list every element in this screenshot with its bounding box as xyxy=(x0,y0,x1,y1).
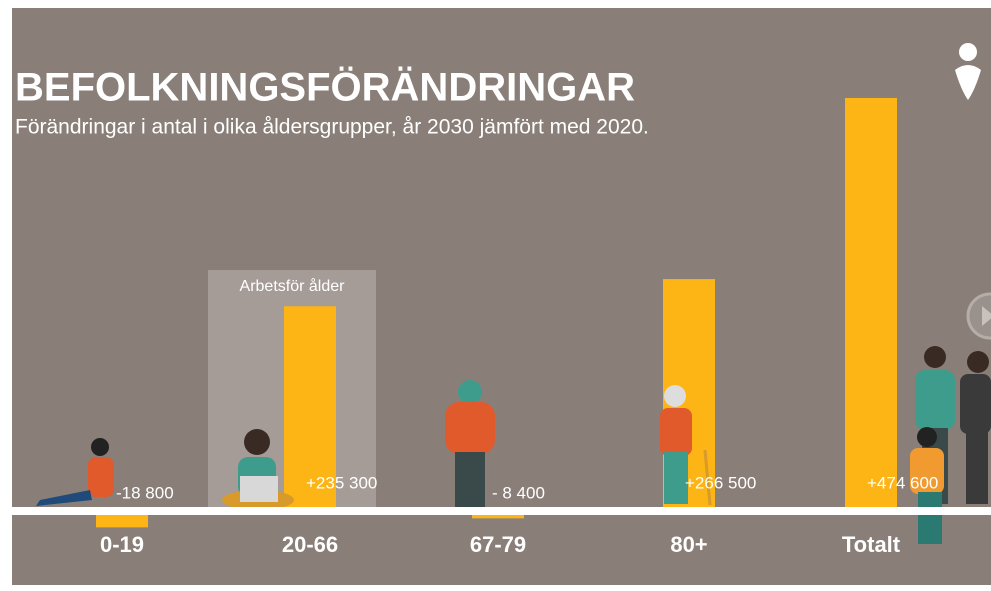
play-button[interactable] xyxy=(966,292,991,340)
value-label: - 8 400 xyxy=(492,483,545,502)
illustrations xyxy=(36,346,991,544)
bar xyxy=(284,306,336,511)
value-label: +266 500 xyxy=(685,473,756,492)
bar xyxy=(96,511,148,528)
person-adult xyxy=(222,429,294,510)
x-tick-label: Totalt xyxy=(842,532,901,557)
annotation: Arbetsför ålder xyxy=(240,277,346,295)
value-label: +474 600 xyxy=(867,473,938,492)
value-label: +235 300 xyxy=(306,473,377,492)
x-tick-label: 80+ xyxy=(670,532,707,557)
chart-subtitle: Förändringar i antal i olika åldersgrupp… xyxy=(15,116,649,139)
chart-title: BEFOLKNINGSFÖRÄNDRINGAR xyxy=(15,65,635,110)
x-tick-label: 67-79 xyxy=(470,532,526,557)
person-senior xyxy=(445,380,495,508)
person-elderly xyxy=(660,385,712,506)
bar xyxy=(845,98,897,511)
x-tick-label: 0-19 xyxy=(100,532,144,557)
baseline xyxy=(12,507,991,515)
family xyxy=(910,346,991,544)
logo xyxy=(955,43,981,100)
person-child xyxy=(36,438,114,506)
x-tick-label: 20-66 xyxy=(282,532,338,557)
value-label: -18 800 xyxy=(116,483,174,502)
background xyxy=(12,8,991,585)
